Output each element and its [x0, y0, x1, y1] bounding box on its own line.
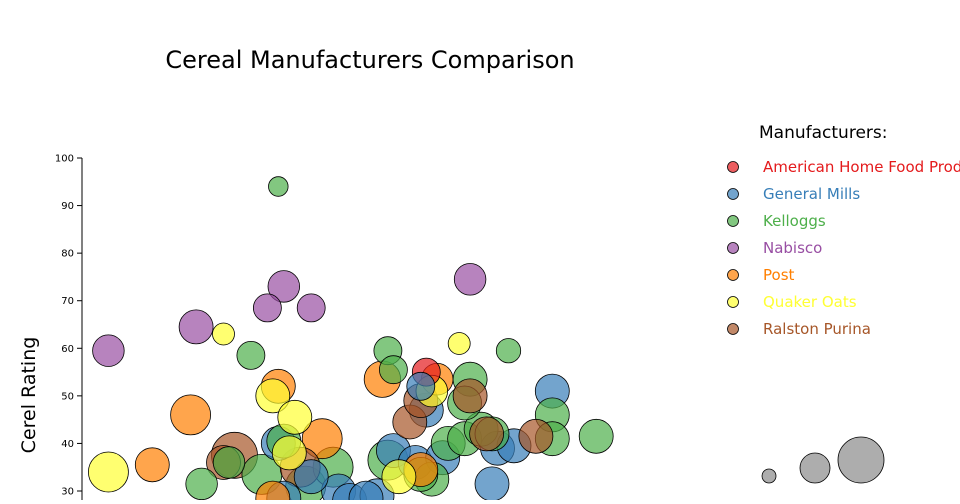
data-bubble[interactable]: Nabisco: 74.5 [454, 264, 486, 296]
bubble-layer: Ralston Purina: 37.5Kelloggs: 33.5Kellog… [88, 177, 613, 500]
data-bubble[interactable]: Kelloggs: 41.5 [579, 419, 613, 453]
size-legend [762, 437, 884, 483]
legend-swatch [728, 216, 739, 227]
size-legend-bubble [800, 453, 830, 483]
data-bubble[interactable]: Post: 35.5 [135, 448, 169, 482]
y-tick-label: 80 [61, 249, 74, 260]
y-tick-label: 100 [55, 154, 74, 165]
size-legend-bubble [762, 469, 776, 483]
data-bubble[interactable]: Nabisco: 59.5 [93, 335, 125, 367]
y-tick-label: 60 [61, 344, 74, 355]
legend-label: Nabisco [763, 239, 822, 257]
legend-swatch [728, 162, 739, 173]
data-bubble[interactable]: Kelloggs: 58.5 [237, 341, 265, 369]
legend-swatch [728, 243, 739, 254]
legend-swatch [728, 324, 739, 335]
data-bubble[interactable]: Quaker Oats: 45.5 [278, 400, 312, 434]
y-axis-label: Cerel Rating [18, 337, 40, 454]
data-bubble[interactable]: Quaker Oats: 34 [88, 452, 128, 492]
data-bubble[interactable]: Kelloggs: 36 [213, 447, 245, 479]
y-tick-label: 30 [61, 487, 74, 498]
data-bubble[interactable]: Ralston Purina: 41.5 [519, 419, 553, 453]
data-bubble[interactable]: Nabisco: 68.5 [297, 294, 325, 322]
legend-title: Manufacturers: [759, 123, 887, 143]
data-bubble[interactable]: Quaker Oats: 61 [448, 333, 470, 355]
chart-title: Cereal Manufacturers Comparison [165, 46, 574, 74]
data-bubble[interactable]: Quaker Oats: 63 [213, 323, 235, 345]
legend-label: Quaker Oats [763, 293, 857, 311]
legend: Manufacturers: American Home Food Produc… [728, 123, 960, 338]
legend-label: American Home Food Products [763, 158, 960, 176]
data-bubble[interactable]: Kelloggs: 55.5 [379, 356, 407, 384]
data-bubble[interactable]: Ralston Purina: 50 [453, 379, 487, 413]
legend-label: Ralston Purina [763, 320, 871, 338]
legend-label: General Mills [763, 185, 860, 203]
data-bubble[interactable]: Quaker Oats: 33 [382, 460, 416, 494]
y-tick-label: 90 [61, 201, 74, 212]
legend-label: Post [763, 266, 795, 284]
size-legend-bubble [838, 437, 884, 483]
data-bubble[interactable]: Kelloggs: 94 [269, 177, 289, 197]
data-bubble[interactable]: Post: 46 [171, 395, 211, 435]
data-bubble[interactable]: Nabisco: 68.5 [253, 294, 281, 322]
data-bubble[interactable]: Ralston Purina: 42 [470, 417, 504, 451]
data-bubble[interactable]: Quaker Oats: 38 [272, 436, 306, 470]
legend-swatch [728, 297, 739, 308]
y-tick-label: 70 [61, 296, 74, 307]
data-bubble[interactable]: General Mills: 31.5 [475, 467, 509, 500]
data-bubble[interactable]: General Mills: 52 [407, 372, 435, 400]
data-bubble[interactable]: Nabisco: 64.5 [179, 310, 213, 344]
y-tick-label: 40 [61, 439, 74, 450]
data-bubble[interactable]: Kelloggs: 59.5 [496, 339, 520, 363]
y-tick-label: 50 [61, 391, 74, 402]
legend-label: Kelloggs [763, 212, 826, 230]
legend-swatch [728, 189, 739, 200]
data-bubble[interactable]: Kelloggs: 31.5 [186, 468, 218, 500]
legend-swatch [728, 270, 739, 281]
y-axis: 30 40 50 60 70 80 90 100 [55, 154, 82, 501]
